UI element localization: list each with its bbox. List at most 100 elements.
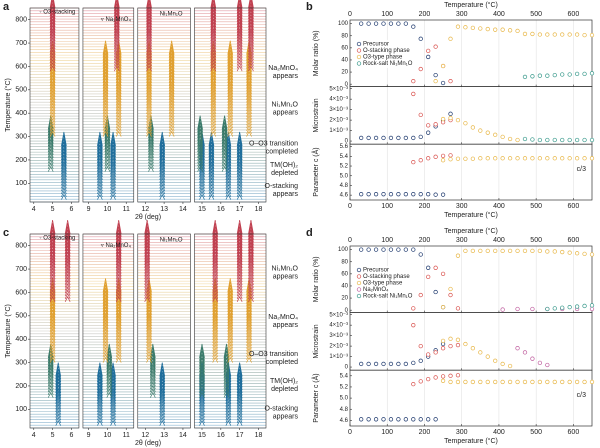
y-tick-label: 5.2 — [340, 385, 349, 391]
data-point — [552, 137, 557, 143]
x-tick-label: 200 — [419, 203, 431, 210]
data-point — [485, 248, 490, 253]
data-point — [418, 343, 423, 349]
data-point — [582, 303, 587, 309]
x-tick-label: 11 — [123, 432, 130, 439]
data-point — [537, 137, 543, 143]
data-point — [448, 157, 453, 162]
data-point — [440, 374, 446, 379]
data-point — [373, 135, 379, 141]
data-point — [411, 247, 416, 252]
data-point — [448, 79, 453, 84]
diffraction-peak — [102, 278, 109, 363]
data-point — [478, 26, 483, 31]
y-tick-label: 500 — [15, 87, 27, 94]
data-point — [589, 32, 595, 38]
y-tick-label: 800 — [15, 17, 27, 24]
data-point — [463, 341, 468, 347]
diffraction-peak — [197, 115, 203, 172]
x-tick-label: 100 — [381, 11, 393, 18]
data-point — [455, 342, 461, 348]
data-point — [507, 248, 513, 253]
data-point — [574, 32, 580, 37]
data-point — [522, 350, 528, 355]
data-point — [418, 417, 423, 422]
x-tick-label: 200 — [419, 11, 431, 18]
data-point — [567, 379, 572, 385]
x-tick-label: 600 — [568, 11, 580, 18]
y-tick-label: 1×10⁻³ — [329, 128, 348, 134]
data-point — [574, 137, 580, 143]
data-point — [440, 63, 446, 69]
legend-entry: Rock-salt Ni₁Mn₁O — [363, 61, 413, 67]
diffraction-peak — [248, 219, 254, 302]
data-point — [373, 247, 379, 252]
y-tick-label: 2×10⁻³ — [329, 344, 348, 350]
x-tick-label: 500 — [530, 237, 542, 244]
data-point — [448, 292, 453, 298]
data-point — [381, 417, 386, 422]
data-point — [455, 337, 461, 342]
data-point — [515, 379, 520, 385]
event-note: Na₂MnO₄ — [268, 314, 298, 321]
diffraction-peak — [199, 343, 205, 398]
data-point — [507, 363, 513, 369]
data-point — [463, 25, 468, 30]
data-point — [433, 154, 438, 159]
data-point — [478, 128, 483, 133]
data-point — [388, 21, 394, 26]
x-axis-label: Temperature (°C) — [444, 227, 498, 235]
data-point — [493, 156, 498, 161]
event-note: appears — [273, 274, 299, 281]
data-point — [388, 135, 394, 141]
x-tick-label: 100 — [381, 237, 393, 244]
data-point — [426, 123, 431, 128]
y-axis-label: Parameter c (Å) — [311, 373, 320, 422]
diffraction-peak — [236, 131, 243, 200]
x-tick-label: 300 — [456, 237, 468, 244]
data-point — [493, 132, 498, 137]
data-point — [515, 306, 520, 312]
y-tick-label: 20 — [341, 296, 348, 302]
data-point — [359, 192, 364, 197]
legend-symbol — [356, 61, 362, 66]
data-point — [359, 247, 364, 252]
data-point — [574, 251, 580, 256]
data-point — [440, 153, 446, 158]
event-note: Na₂MnO₄ — [268, 65, 298, 72]
diffraction-peak — [236, 0, 243, 72]
axis-frame — [29, 7, 80, 203]
diffraction-peak — [146, 0, 152, 72]
data-point — [552, 379, 557, 385]
x-tick-label: 15 — [198, 206, 206, 213]
x-axis-label: Temperature (°C) — [444, 211, 498, 219]
x-tick-label: 12 — [141, 432, 149, 439]
data-point — [500, 134, 505, 140]
panel-label: d — [306, 227, 313, 239]
data-point — [388, 247, 394, 252]
annotation: c/3 — [577, 166, 586, 173]
y-axis-label: Temperature (°C) — [4, 78, 12, 132]
data-point — [366, 135, 371, 141]
data-point — [530, 31, 535, 37]
data-point — [589, 252, 595, 257]
event-note: O-stacking — [265, 405, 299, 412]
data-point — [522, 156, 528, 161]
data-point — [582, 137, 587, 143]
data-point — [545, 156, 550, 161]
data-point — [537, 73, 543, 78]
y-tick-label: 100 — [15, 406, 27, 413]
data-point — [381, 192, 386, 197]
data-point — [366, 192, 371, 197]
data-point — [552, 32, 557, 37]
phase-marker: ▿ Na₂MnO₄ — [101, 17, 132, 23]
x-tick-label: 9 — [87, 206, 91, 213]
diffraction-peak — [227, 278, 234, 363]
data-point — [582, 71, 587, 77]
diffraction-peak — [97, 131, 103, 200]
diffraction-peak — [55, 362, 62, 426]
y-tick-label: 5.6 — [340, 144, 349, 150]
legend-entry: Na₂MnO₄ — [363, 287, 389, 293]
data-point — [545, 73, 550, 78]
x-axis-label: Temperature (°C) — [444, 437, 498, 445]
